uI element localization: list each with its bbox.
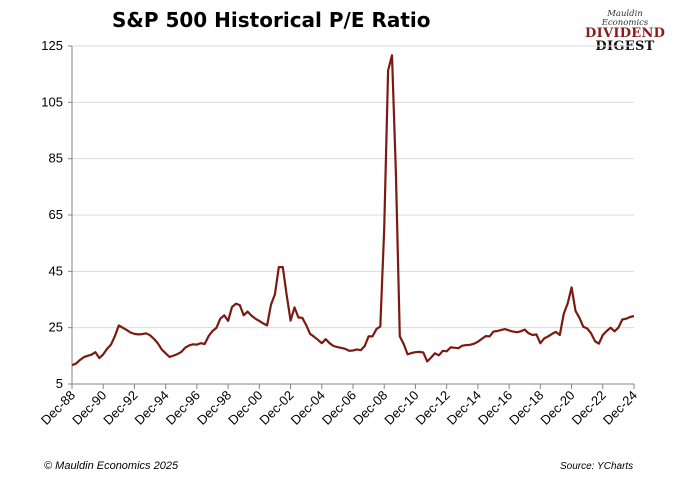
source-text: Source: YCharts (560, 461, 634, 472)
copyright-text: © Mauldin Economics 2025 (44, 460, 179, 472)
x-tick-label: Dec-16 (475, 388, 515, 428)
x-tick-label: Dec-02 (256, 388, 296, 428)
x-tick-label: Dec-08 (350, 388, 390, 428)
x-tick-label: Dec-18 (506, 388, 546, 428)
y-tick-label: 105 (41, 94, 63, 109)
x-tick-label: Dec-20 (537, 388, 577, 428)
y-tick-label: 25 (49, 320, 63, 335)
x-tick-label: Dec-04 (288, 388, 328, 428)
x-tick-label: Dec-00 (225, 388, 265, 428)
chart-title: S&P 500 Historical P/E Ratio (112, 8, 431, 32)
x-tick-label: Dec-94 (132, 388, 172, 428)
x-tick-label: Dec-98 (194, 388, 234, 428)
x-tick-label: Dec-14 (444, 388, 484, 428)
y-tick-label: 65 (49, 207, 63, 222)
x-tick-label: Dec-12 (413, 388, 453, 428)
series-line-pe-ratio (71, 54, 635, 367)
y-axis-ticks: 5 25 45 65 85 105 125 (41, 38, 72, 391)
x-tick-label: Dec-22 (569, 388, 609, 428)
logo-line-1: DIVIDEND (585, 26, 666, 41)
x-tick-label: Dec-88 (38, 388, 78, 428)
y-tick-label: 45 (49, 263, 63, 278)
x-tick-label: Dec-92 (100, 388, 140, 428)
y-tick-label: 85 (49, 151, 63, 166)
x-tick-label: Dec-06 (319, 388, 359, 428)
x-tick-label: Dec-24 (600, 388, 640, 428)
logo-publisher: Mauldin Economics (601, 9, 649, 28)
y-tick-label: 125 (41, 38, 63, 53)
y-tick-label: 5 (56, 376, 63, 391)
x-tick-label: Dec-96 (163, 388, 203, 428)
gridlines (72, 45, 634, 329)
x-tick-label: Dec-90 (69, 388, 109, 428)
x-tick-label: Dec-10 (381, 388, 421, 428)
x-axis-ticks: Dec-88Dec-90Dec-92Dec-94Dec-96Dec-98Dec-… (38, 384, 640, 428)
